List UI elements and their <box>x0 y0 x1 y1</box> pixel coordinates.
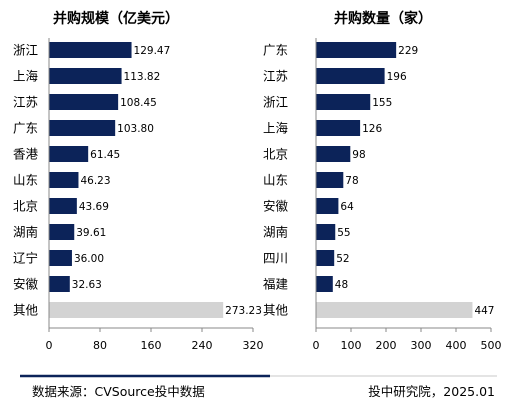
value-label: 196 <box>387 71 407 83</box>
x-tick-label: 100 <box>341 339 362 352</box>
value-label: 129.47 <box>134 45 171 57</box>
value-label: 64 <box>340 201 354 213</box>
category-label: 辽宁 <box>13 251 38 266</box>
x-tick-label: 240 <box>192 339 213 352</box>
value-label: 78 <box>345 175 358 187</box>
value-label: 36.00 <box>74 253 104 265</box>
value-label: 98 <box>352 149 365 161</box>
value-label: 155 <box>372 97 392 109</box>
category-label: 安徽 <box>13 277 39 292</box>
chart-title: 并购规模（亿美元） <box>53 10 179 27</box>
value-label: 43.69 <box>79 201 109 213</box>
value-label: 273.23 <box>225 305 262 317</box>
x-tick-label: 400 <box>446 339 467 352</box>
category-label: 安徽 <box>263 199 289 214</box>
bar-other <box>49 302 224 318</box>
value-label: 61.45 <box>90 149 120 161</box>
category-label: 四川 <box>263 251 288 266</box>
value-label: 52 <box>336 253 349 265</box>
value-label: 447 <box>474 305 494 317</box>
value-label: 39.61 <box>76 227 106 239</box>
category-label: 北京 <box>13 199 38 214</box>
category-label: 广东 <box>13 121 38 136</box>
bar <box>316 276 333 292</box>
x-tick-label: 0 <box>313 339 320 352</box>
x-tick-label: 500 <box>481 339 502 352</box>
category-label: 广东 <box>263 43 288 58</box>
x-tick-label: 320 <box>243 339 264 352</box>
value-label: 126 <box>362 123 382 135</box>
category-label: 浙江 <box>263 95 288 110</box>
category-label: 湖南 <box>263 225 288 240</box>
category-label: 浙江 <box>13 43 38 58</box>
bar <box>49 68 122 84</box>
bar <box>49 120 116 136</box>
bar <box>316 94 371 110</box>
bar <box>316 198 339 214</box>
bar <box>316 42 397 58</box>
x-tick-label: 0 <box>46 339 53 352</box>
value-label: 229 <box>398 45 418 57</box>
category-label: 北京 <box>263 147 288 162</box>
chart-title: 并购数量（家） <box>334 10 432 27</box>
bar <box>49 276 70 292</box>
x-tick-label: 300 <box>411 339 432 352</box>
chart-acquisition-count: 并购数量（家） 广东 229 江苏 196 浙江 155 上海 126 北京 98 山东 78 安徽 64… <box>263 10 502 352</box>
bar <box>49 224 75 240</box>
category-label: 香港 <box>13 147 39 162</box>
credit-note: 投中研究院，2025.01 <box>368 384 495 399</box>
category-label: 湖南 <box>13 225 38 240</box>
bar <box>316 120 361 136</box>
bar <box>49 146 89 162</box>
category-label: 江苏 <box>263 69 288 84</box>
bar <box>49 198 77 214</box>
x-tick-label: 200 <box>376 339 397 352</box>
bar <box>316 146 351 162</box>
value-label: 48 <box>335 279 348 291</box>
category-label: 江苏 <box>13 95 38 110</box>
bar <box>49 94 119 110</box>
x-tick-label: 80 <box>93 339 107 352</box>
category-label: 其他 <box>263 303 289 318</box>
chart-acquisition-scale: 并购规模（亿美元） 浙江 129.47 上海 113.82 江苏 108.45 广东 103.… <box>13 10 264 352</box>
value-label: 32.63 <box>72 279 102 291</box>
bar <box>49 250 72 266</box>
category-label: 上海 <box>13 69 39 84</box>
category-label: 上海 <box>263 121 289 136</box>
bar <box>49 42 132 58</box>
category-label: 山东 <box>263 173 288 188</box>
source-note: 数据来源：CVSource投中数据 <box>32 384 205 399</box>
bar <box>316 68 385 84</box>
bar <box>316 172 344 188</box>
value-label: 46.23 <box>80 175 110 187</box>
x-tick-label: 160 <box>141 339 162 352</box>
value-label: 103.80 <box>117 123 154 135</box>
value-label: 55 <box>337 227 350 239</box>
value-label: 113.82 <box>124 71 161 83</box>
bar <box>316 224 336 240</box>
category-label: 福建 <box>263 277 289 292</box>
bar-other <box>316 302 473 318</box>
value-label: 108.45 <box>120 97 157 109</box>
category-label: 其他 <box>13 303 39 318</box>
category-label: 山东 <box>13 173 38 188</box>
bar <box>49 172 79 188</box>
bar <box>316 250 335 266</box>
